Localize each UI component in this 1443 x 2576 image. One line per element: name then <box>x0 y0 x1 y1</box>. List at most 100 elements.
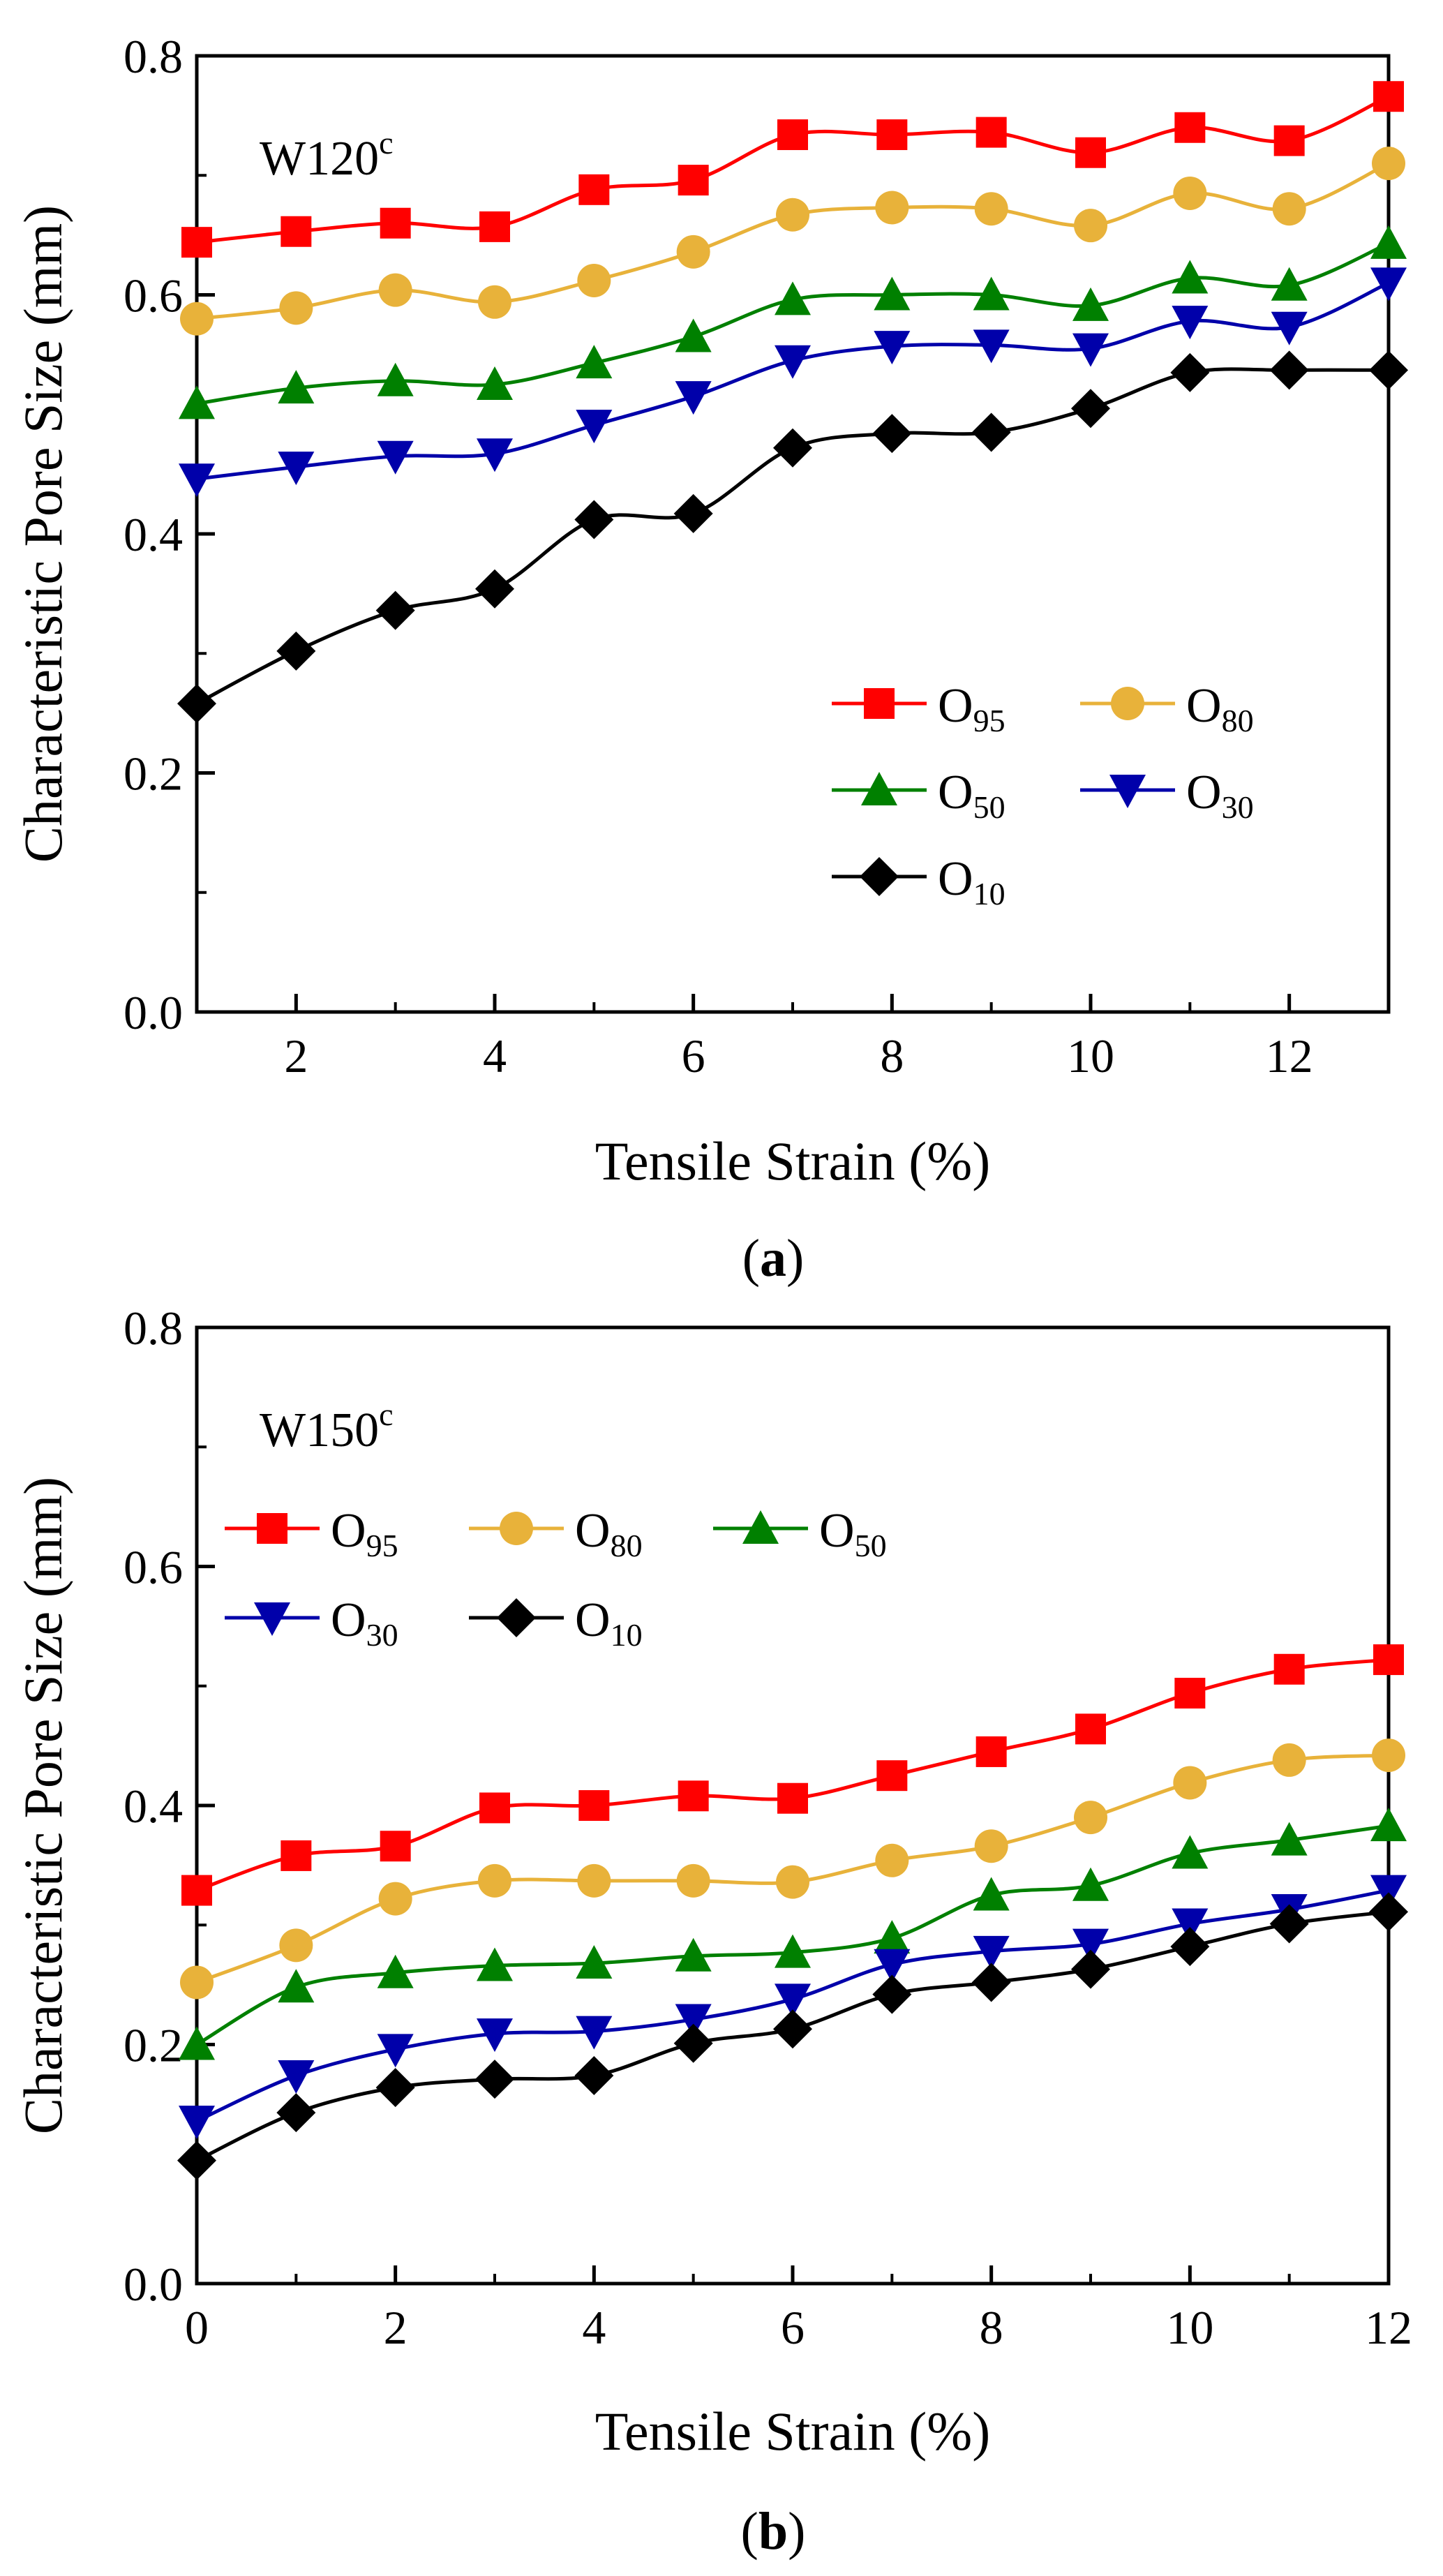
data-point-O95 <box>1373 81 1404 112</box>
data-point-O10 <box>773 428 812 468</box>
data-point-O30 <box>1271 311 1308 345</box>
annotation-superscript: c <box>379 1397 393 1432</box>
data-point-O80 <box>974 192 1008 226</box>
panel-a: 0.0 0.2 0.4 0.6 0.8 2 4 6 8 10 12 Tensile Strain (%… <box>13 30 1408 1288</box>
y-tick-label: 0.2 <box>124 747 183 801</box>
legend-label-O95: O95 <box>331 1504 398 1563</box>
data-point-O10 <box>773 2009 812 2049</box>
x-tick-label: 12 <box>1365 2301 1412 2354</box>
data-point-O80 <box>1272 1743 1306 1777</box>
data-point-O50 <box>874 276 911 311</box>
panel-b: 0.0 0.2 0.4 0.6 0.8 0 2 4 6 8 10 12 Tensile Strain (… <box>13 1302 1412 2561</box>
data-point-O80 <box>378 273 412 307</box>
series-line-O95 <box>196 1658 1389 1892</box>
data-point-O80 <box>1173 176 1207 210</box>
data-point-O50 <box>1172 260 1209 294</box>
data-point-O30 <box>477 2018 513 2053</box>
legend-label-base: O <box>575 1593 611 1647</box>
series-line-O10 <box>195 367 1389 706</box>
panel-annotation: W150c <box>260 1397 394 1457</box>
x-tick-label: 10 <box>1067 1029 1114 1082</box>
x-tick-label: 2 <box>384 2301 408 2354</box>
legend-label-subscript: 10 <box>611 1617 643 1653</box>
data-point-O95 <box>578 1790 610 1821</box>
data-point-O80 <box>577 263 611 297</box>
y-tick-label: 0.4 <box>124 508 183 561</box>
legend-label-base: O <box>1186 679 1222 733</box>
data-point-O10 <box>574 500 614 539</box>
data-point-O10 <box>1170 1927 1210 1967</box>
legend-label-O95: O95 <box>938 679 1005 738</box>
data-point-O10 <box>375 590 415 630</box>
data-point-O10 <box>276 631 316 671</box>
caption-letter: b <box>758 2502 788 2561</box>
annotation-base: W120 <box>260 132 379 186</box>
legend-label-base: O <box>331 1504 366 1558</box>
data-point-O95 <box>281 216 312 247</box>
data-point-O10 <box>177 684 216 724</box>
data-point-O95 <box>975 117 1007 148</box>
data-point-O95 <box>181 1875 212 1906</box>
y-tick-label: 0.2 <box>124 2019 183 2072</box>
data-point-O30 <box>278 452 315 486</box>
data-point-O30 <box>973 329 1010 364</box>
y-tick-label: 0.8 <box>124 1302 183 1355</box>
data-point-O50 <box>1172 1835 1209 1869</box>
legend-marker <box>1109 775 1146 808</box>
data-point-O30 <box>576 2016 613 2050</box>
data-point-O80 <box>1074 1801 1107 1835</box>
data-point-O30 <box>1172 306 1209 340</box>
legend-label-subscript: 30 <box>366 1617 398 1653</box>
data-point-O30 <box>874 1949 911 1983</box>
caption-open: ( <box>742 1229 760 1288</box>
data-point-O95 <box>876 1760 908 1792</box>
legend-label-base: O <box>331 1593 366 1647</box>
legend-label-O50: O50 <box>819 1504 887 1563</box>
data-point-O10 <box>971 412 1011 452</box>
y-axis-title: Characteristic Pore Size (mm) <box>13 1477 73 2134</box>
data-point-O30 <box>775 1983 811 2018</box>
panel-caption: (b) <box>741 2502 806 2561</box>
data-point-O30 <box>973 1935 1010 1970</box>
data-point-O50 <box>278 1969 315 2003</box>
data-point-O95 <box>1273 125 1305 156</box>
data-point-O50 <box>1370 225 1407 259</box>
data-point-O30 <box>377 440 414 475</box>
legend-marker <box>257 1513 287 1544</box>
caption-close: ) <box>786 1229 804 1288</box>
x-tick-label: 4 <box>483 1029 507 1082</box>
data-point-O50 <box>675 1937 712 1972</box>
caption-close: ) <box>788 2502 805 2561</box>
data-point-O50 <box>477 1947 513 1981</box>
data-point-O80 <box>676 234 710 269</box>
legend-marker <box>1111 687 1144 720</box>
data-point-O80 <box>974 1829 1008 1863</box>
data-point-O50 <box>775 281 811 315</box>
data-point-O50 <box>377 1954 414 1988</box>
y-tick-label: 0.6 <box>124 1541 183 1594</box>
data-point-O95 <box>479 1792 510 1824</box>
data-point-O50 <box>1072 1867 1109 1901</box>
legend-label-subscript: 95 <box>366 1528 398 1563</box>
data-point-O10 <box>971 1963 1011 2002</box>
legend-label-base: O <box>938 766 973 819</box>
data-point-O10 <box>1071 389 1110 429</box>
data-point-O30 <box>775 345 811 379</box>
data-point-O30 <box>278 2060 315 2094</box>
data-point-O95 <box>380 1831 411 1862</box>
x-axis-title: Tensile Strain (%) <box>595 2401 990 2462</box>
panel-caption: (a) <box>742 1229 805 1288</box>
x-tick-label: 12 <box>1266 1029 1313 1082</box>
data-point-O80 <box>478 285 511 319</box>
legend-label-base: O <box>1186 766 1222 819</box>
data-point-O80 <box>378 1882 412 1916</box>
x-tick-label: 8 <box>980 2301 1003 2354</box>
data-point-O50 <box>1271 1822 1308 1856</box>
legend-label-O50: O50 <box>938 766 1005 825</box>
data-point-O50 <box>179 2026 215 2060</box>
y-tick-label: 0.0 <box>124 986 183 1039</box>
data-point-O30 <box>1370 267 1407 301</box>
data-point-O80 <box>875 1843 909 1877</box>
data-point-O10 <box>1071 1949 1110 1989</box>
